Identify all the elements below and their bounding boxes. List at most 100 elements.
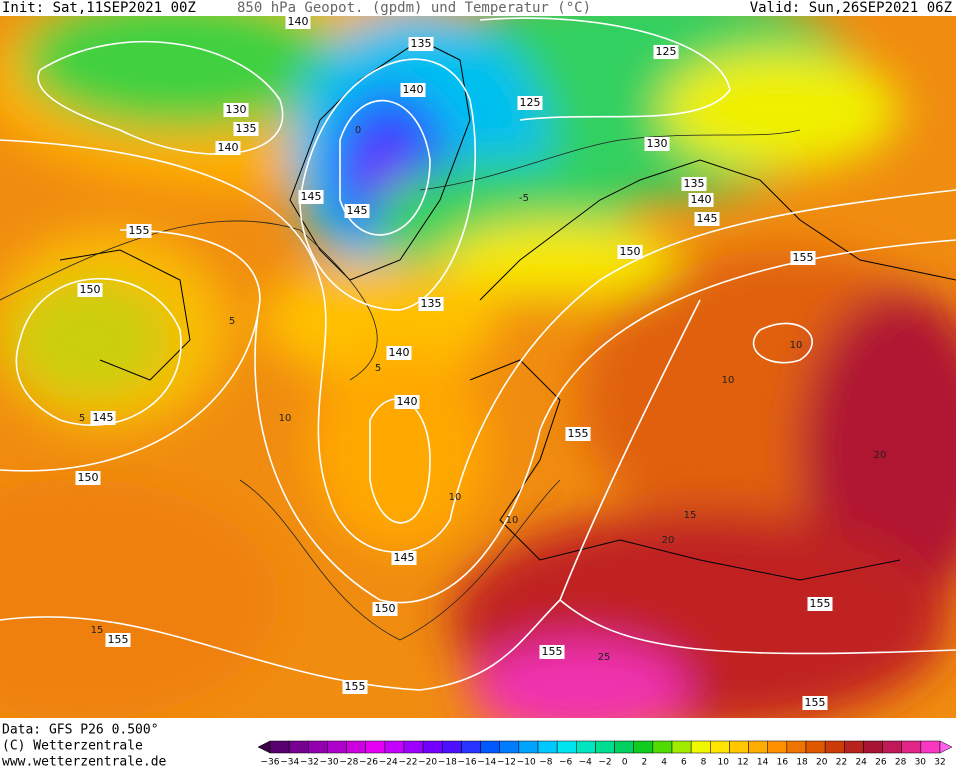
geopotential-label: 145: [697, 212, 718, 225]
temperature-label: 0: [355, 125, 361, 136]
colorbar-box: [518, 740, 539, 754]
temperature-label: -5: [519, 193, 529, 204]
label-box: [681, 177, 707, 191]
colorbar-box: [269, 740, 290, 754]
label-box: [807, 597, 833, 611]
init-time: Init: Sat,11SEP2021 00Z: [2, 0, 196, 16]
contour: [339, 99, 431, 236]
colorbar-label: −12: [497, 758, 516, 768]
label-box: [688, 193, 714, 207]
colorbar-box: [690, 740, 711, 754]
colorbar-label: 12: [737, 758, 748, 768]
geopotential-label: 140: [397, 395, 418, 408]
colorbar-label: 22: [836, 758, 847, 768]
colorbar-label: −2: [598, 758, 611, 768]
geopotential-label: 155: [568, 427, 589, 440]
label-box: [391, 551, 417, 565]
temperature-label: 5: [79, 413, 85, 424]
colorbar-label: 24: [855, 758, 867, 768]
colorbar-label: 30: [915, 758, 927, 768]
colorbar-label: 14: [757, 758, 769, 768]
geopotential-label: 150: [80, 283, 101, 296]
colorbar-label: −22: [398, 758, 417, 768]
colorbar-box: [422, 740, 443, 754]
geopotential-label: 150: [620, 245, 641, 258]
colorbar-box: [920, 740, 941, 754]
colorbar-label: 20: [816, 758, 828, 768]
colorbar-label: −34: [280, 758, 299, 768]
colorbar-label: −4: [579, 758, 593, 768]
geopotential-label: 125: [520, 96, 541, 109]
colorbar-arrow: [257, 740, 271, 754]
label-box: [694, 212, 720, 226]
colorbar-box: [786, 740, 807, 754]
label-box: [565, 427, 591, 441]
geopotential-label: 140: [218, 141, 239, 154]
label-box: [539, 645, 565, 659]
geopotential-label: 145: [301, 190, 322, 203]
colorbar-box: [365, 740, 386, 754]
label-box: [394, 395, 420, 409]
colorbar-label: 0: [622, 758, 628, 768]
label-box: [105, 633, 131, 647]
map-title: 850 hPa Geopot. (gpdm) und Temperatur (°…: [237, 0, 591, 16]
colorbar-box: [671, 740, 692, 754]
header-bar: [0, 0, 956, 16]
geopotential-label: 155: [810, 597, 831, 610]
label-box: [386, 346, 412, 360]
geopotential-label: 130: [647, 137, 668, 150]
colorbar-label: −16: [458, 758, 477, 768]
colorbar: −36 −34 −32 −30 −28 −26 −24 −22 −20 −18 −16 −14 −12−…: [257, 740, 953, 768]
map: [0, 16, 956, 718]
temperature-label: 5: [375, 363, 381, 374]
colorbar-label: 6: [681, 758, 687, 768]
label-box: [90, 411, 116, 425]
coastline: [59, 249, 191, 381]
colorbar-label: −8: [539, 758, 553, 768]
colorbar-box: [863, 740, 883, 754]
data-source: Data: GFS P26 0.500°: [2, 723, 159, 738]
contour: [752, 322, 813, 364]
isotherm: [0, 220, 378, 381]
colorbar-label: −10: [517, 758, 536, 768]
label-box: [400, 83, 426, 97]
geopotential-label: 155: [793, 251, 814, 264]
label-box: [644, 137, 670, 151]
contour: [369, 398, 431, 524]
label-box: [617, 245, 643, 259]
colorbar-box: [537, 740, 558, 754]
colorbar-label: 4: [661, 758, 667, 768]
colorbar-box: [499, 740, 520, 754]
coastline: [479, 159, 956, 301]
label-box: [344, 204, 370, 218]
label-box: [790, 251, 816, 265]
geopotential-label: 150: [375, 602, 396, 615]
colorbar-label: 10: [718, 758, 730, 768]
colorbar-box: [882, 740, 902, 754]
label-box: [653, 45, 679, 59]
temperature-label: 20: [874, 450, 887, 461]
label-box: [126, 224, 152, 238]
colorbar-label: −14: [477, 758, 496, 768]
colorbar-box: [346, 740, 366, 754]
isotherm: [239, 479, 561, 641]
colorbar-label: 18: [796, 758, 808, 768]
temperature-label: 15: [91, 625, 104, 636]
colorbar-box: [710, 740, 730, 754]
label-box: [223, 103, 249, 117]
colorbar-label: 32: [934, 758, 945, 768]
colorbar-box: [556, 740, 577, 754]
colorbar-label: 8: [701, 758, 707, 768]
colorbar-box: [729, 740, 749, 754]
copyright: (C) Wetterzentrale: [2, 739, 143, 754]
contour: [37, 40, 284, 155]
label-box: [418, 297, 444, 311]
colorbar-label: −20: [418, 758, 437, 768]
colorbar-label: −6: [559, 758, 573, 768]
geopotential-label: 145: [347, 204, 368, 217]
isotherm: [419, 129, 801, 191]
geopotential-label: 135: [411, 37, 432, 50]
temperature-label: 5: [229, 316, 235, 327]
colorbar-box: [824, 740, 845, 754]
colorbar-box: [288, 740, 309, 754]
